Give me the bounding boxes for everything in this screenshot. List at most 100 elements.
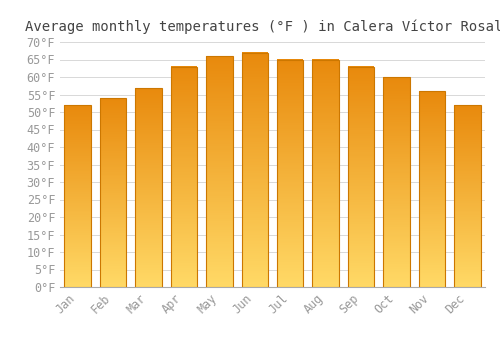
Bar	[206, 248, 233, 249]
Bar	[418, 106, 445, 107]
Bar	[277, 188, 303, 189]
Bar	[170, 106, 197, 107]
Bar	[348, 243, 374, 244]
Bar	[312, 181, 339, 182]
Bar	[312, 234, 339, 236]
Bar	[383, 261, 409, 262]
Bar	[277, 247, 303, 248]
Bar	[206, 227, 233, 228]
Bar	[242, 190, 268, 191]
Bar	[136, 217, 162, 218]
Bar	[170, 138, 197, 139]
Bar	[348, 161, 374, 162]
Bar	[348, 228, 374, 229]
Bar	[348, 121, 374, 123]
Bar	[383, 278, 409, 279]
Bar	[348, 182, 374, 183]
Bar	[348, 184, 374, 186]
Bar	[348, 244, 374, 245]
Bar	[418, 182, 445, 183]
Bar	[312, 121, 339, 122]
Bar	[383, 263, 409, 264]
Bar	[418, 212, 445, 214]
Bar	[170, 220, 197, 221]
Bar	[136, 125, 162, 126]
Bar	[64, 152, 91, 153]
Bar	[383, 212, 409, 214]
Bar	[206, 63, 233, 64]
Bar	[100, 121, 126, 122]
Bar	[454, 286, 480, 287]
Bar	[277, 186, 303, 187]
Bar	[418, 226, 445, 227]
Bar	[454, 209, 480, 210]
Bar	[418, 218, 445, 219]
Bar	[206, 77, 233, 78]
Bar	[100, 214, 126, 215]
Bar	[454, 181, 480, 182]
Bar	[136, 284, 162, 285]
Bar	[206, 170, 233, 172]
Bar	[348, 286, 374, 287]
Bar	[383, 168, 409, 169]
Bar	[242, 232, 268, 233]
Bar	[206, 61, 233, 62]
Bar	[312, 62, 339, 63]
Bar	[312, 276, 339, 277]
Bar	[312, 102, 339, 103]
Bar	[170, 161, 197, 162]
Bar	[348, 90, 374, 91]
Bar	[418, 196, 445, 197]
Bar	[136, 205, 162, 206]
Bar	[64, 256, 91, 257]
Bar	[206, 181, 233, 182]
Bar	[418, 144, 445, 145]
Bar	[242, 227, 268, 228]
Bar	[64, 181, 91, 182]
Bar	[242, 228, 268, 230]
Bar	[454, 238, 480, 239]
Bar	[277, 214, 303, 215]
Bar	[100, 185, 126, 186]
Bar	[383, 126, 409, 127]
Bar	[206, 75, 233, 76]
Bar	[454, 236, 480, 237]
Bar	[170, 241, 197, 242]
Bar	[418, 249, 445, 250]
Bar	[348, 155, 374, 156]
Bar	[312, 264, 339, 265]
Bar	[100, 189, 126, 190]
Bar	[136, 110, 162, 111]
Bar	[242, 281, 268, 282]
Bar	[454, 247, 480, 248]
Bar	[206, 154, 233, 155]
Bar	[242, 105, 268, 106]
Bar	[277, 207, 303, 209]
Bar	[348, 284, 374, 285]
Bar	[348, 219, 374, 220]
Bar	[312, 129, 339, 130]
Bar	[454, 147, 480, 148]
Bar	[418, 234, 445, 235]
Bar	[383, 89, 409, 90]
Bar	[170, 252, 197, 253]
Bar	[383, 112, 409, 113]
Bar	[64, 121, 91, 122]
Bar	[348, 159, 374, 160]
Bar	[383, 203, 409, 204]
Bar	[312, 202, 339, 203]
Bar	[277, 233, 303, 235]
Bar	[100, 98, 126, 287]
Bar	[418, 130, 445, 131]
Bar	[64, 150, 91, 152]
Bar	[136, 178, 162, 179]
Bar	[277, 160, 303, 161]
Bar	[277, 91, 303, 92]
Bar	[136, 211, 162, 212]
Bar	[348, 257, 374, 258]
Bar	[206, 98, 233, 99]
Bar	[100, 201, 126, 202]
Bar	[242, 115, 268, 116]
Bar	[206, 215, 233, 217]
Bar	[418, 120, 445, 121]
